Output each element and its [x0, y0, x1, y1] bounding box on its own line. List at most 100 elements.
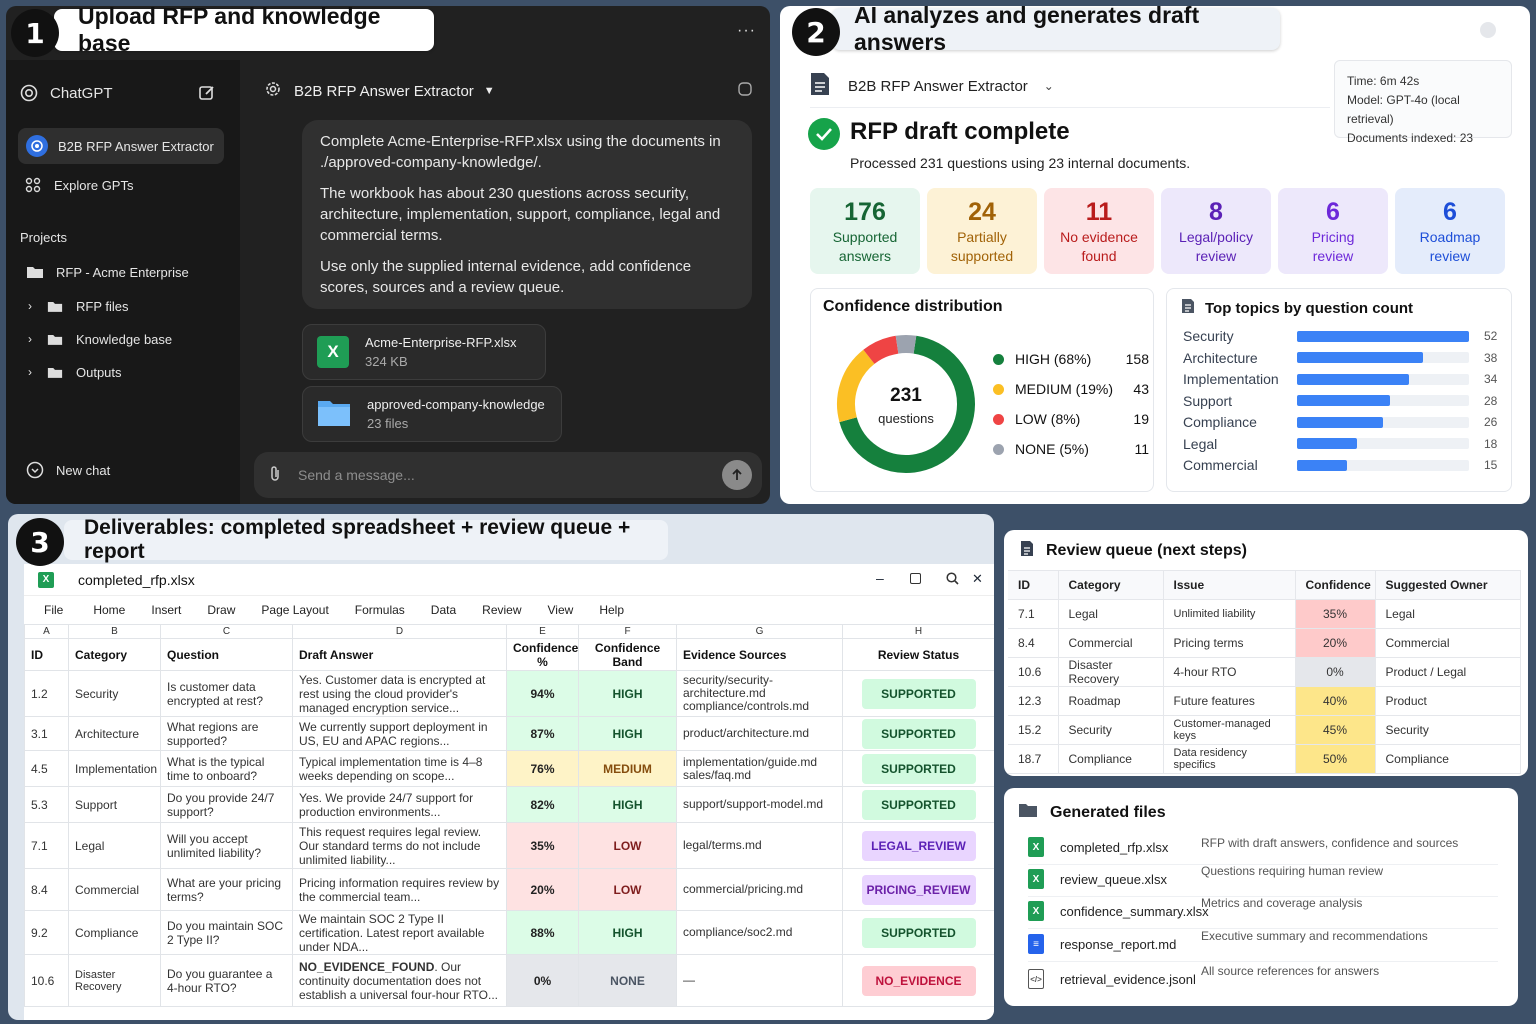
cell-band[interactable]: LOW — [578, 822, 677, 869]
menu-help[interactable]: Help — [599, 603, 624, 617]
cell-sources[interactable]: implementation/guide.md sales/faq.md — [676, 750, 843, 787]
cell-question[interactable]: Do you maintain SOC 2 Type II? — [160, 910, 293, 955]
cell-category[interactable]: Implementation — [68, 750, 161, 787]
cell-question[interactable]: Do you provide 24/7 support? — [160, 786, 293, 823]
cell-question[interactable]: Do you guarantee a 4-hour RTO? — [160, 954, 293, 1007]
table-row[interactable]: 15.2 Security Customer-managed keys 45% … — [1008, 715, 1521, 745]
cell-question[interactable]: What are your pricing terms? — [160, 868, 293, 911]
new-chat-edit-icon[interactable] — [198, 84, 216, 105]
cell-answer[interactable]: We maintain SOC 2 Type II certification.… — [292, 910, 507, 955]
cell-answer[interactable]: Pricing information requires review by t… — [292, 868, 507, 911]
cell-band[interactable]: HIGH — [578, 716, 677, 751]
table-row[interactable]: 18.7 Compliance Data residency specifics… — [1008, 744, 1521, 774]
cell-confidence[interactable]: 94% — [506, 670, 579, 717]
column-letter[interactable]: B — [68, 624, 161, 639]
menu-home[interactable]: Home — [93, 603, 126, 617]
share-icon[interactable] — [738, 82, 752, 101]
cell-confidence[interactable]: 82% — [506, 786, 579, 823]
column-letter[interactable]: A — [24, 624, 69, 639]
cell-band[interactable]: MEDIUM — [578, 750, 677, 787]
gpt-header[interactable]: B2B RFP Answer Extractor ▼ — [264, 80, 495, 102]
cell-sources[interactable]: — — [676, 954, 843, 1007]
cell-id[interactable]: 4.5 — [24, 750, 69, 787]
cell-sources[interactable]: legal/terms.md — [676, 822, 843, 869]
cell-confidence[interactable]: 88% — [506, 910, 579, 955]
cell-band[interactable]: LOW — [578, 868, 677, 911]
column-letter[interactable]: H — [842, 624, 994, 639]
cell-id[interactable]: 7.1 — [24, 822, 69, 869]
column-header[interactable]: Evidence Sources — [676, 638, 843, 671]
cell-sources[interactable]: support/support-model.md — [676, 786, 843, 823]
column-header[interactable]: Category — [68, 638, 161, 671]
column-header[interactable]: Suggested Owner — [1375, 570, 1521, 600]
menu-formulas[interactable]: Formulas — [354, 603, 405, 617]
sidebar-item-rfp-files[interactable]: › RFP files — [28, 297, 129, 315]
column-letter[interactable]: C — [160, 624, 293, 639]
attachment-xlsx[interactable]: X Acme-Enterprise-RFP.xlsx 324 KB — [302, 324, 546, 380]
cell-answer[interactable]: We currently support deployment in US, E… — [292, 716, 507, 751]
cell-category[interactable]: Commercial — [68, 868, 161, 911]
cell-band[interactable]: NONE — [578, 954, 677, 1007]
cell-status[interactable]: SUPPORTED — [842, 750, 994, 787]
cell-status[interactable]: SUPPORTED — [842, 910, 994, 955]
column-letter[interactable]: D — [292, 624, 507, 639]
cell-id[interactable]: 9.2 — [24, 910, 69, 955]
cell-answer[interactable]: Typical implementation time is 4–8 weeks… — [292, 750, 507, 787]
menu-review[interactable]: Review — [482, 603, 522, 617]
cell-confidence[interactable]: 76% — [506, 750, 579, 787]
sidebar-item-active[interactable]: B2B RFP Answer Extractor — [18, 128, 224, 164]
cell-band[interactable]: HIGH — [578, 670, 677, 717]
column-header[interactable]: Issue — [1163, 570, 1296, 600]
cell-sources[interactable]: product/architecture.md — [676, 716, 843, 751]
cell-id[interactable]: 8.4 — [24, 868, 69, 911]
cell-answer[interactable]: Yes. Customer data is encrypted at rest … — [292, 670, 507, 717]
message-input[interactable]: Send a message... — [298, 467, 415, 483]
cell-id[interactable]: 3.1 — [24, 716, 69, 751]
cell-confidence[interactable]: 20% — [506, 868, 579, 911]
table-row[interactable]: 7.1 Legal Unlimited liability 35% Legal — [1008, 599, 1521, 629]
column-header[interactable]: ID — [1008, 570, 1059, 600]
menu-view[interactable]: View — [547, 603, 574, 617]
cell-question[interactable]: What is the typical time to onboard? — [160, 750, 293, 787]
cell-band[interactable]: HIGH — [578, 786, 677, 823]
column-letter[interactable]: G — [676, 624, 843, 639]
search-icon[interactable] — [946, 572, 959, 590]
menu-insert[interactable]: Insert — [151, 603, 182, 617]
menu-page-layout[interactable]: Page Layout — [261, 603, 329, 617]
cell-question[interactable]: Will you accept unlimited liability? — [160, 822, 293, 869]
minimize-icon[interactable]: – — [876, 570, 884, 586]
cell-answer[interactable]: This request requires legal review. Our … — [292, 822, 507, 869]
send-button[interactable] — [722, 460, 752, 490]
cell-id[interactable]: 10.6 — [24, 954, 69, 1007]
cell-category[interactable]: Legal — [68, 822, 161, 869]
column-header[interactable]: Review Status — [842, 638, 994, 671]
cell-category[interactable]: Support — [68, 786, 161, 823]
sidebar-item-explore[interactable]: Explore GPTs — [24, 176, 133, 194]
cell-sources[interactable]: security/security-architecture.md compli… — [676, 670, 843, 717]
column-header[interactable]: Question — [160, 638, 293, 671]
cell-status[interactable]: SUPPORTED — [842, 716, 994, 751]
cell-category[interactable]: Disaster Recovery — [68, 954, 161, 1007]
cell-category[interactable]: Security — [68, 670, 161, 717]
file-row[interactable]: ≡ response_report.md Executive summary and… — [1028, 929, 1428, 955]
column-header[interactable]: Draft Answer — [292, 638, 507, 671]
cell-confidence[interactable]: 87% — [506, 716, 579, 751]
cell-band[interactable]: HIGH — [578, 910, 677, 955]
menu-file[interactable]: File — [44, 603, 64, 617]
sidebar-item-project[interactable]: RFP - Acme Enterprise — [26, 263, 189, 281]
sidebar-item-knowledge-base[interactable]: › Knowledge base — [28, 330, 172, 348]
cell-sources[interactable]: commercial/pricing.md — [676, 868, 843, 911]
cell-answer[interactable]: Yes. We provide 24/7 support for product… — [292, 786, 507, 823]
column-letter[interactable]: F — [578, 624, 677, 639]
menu-draw[interactable]: Draw — [207, 603, 236, 617]
column-header[interactable]: Confidence Band — [578, 638, 677, 671]
file-row[interactable]: </> retrieval_evidence.jsonl All source re… — [1028, 964, 1379, 990]
cell-status[interactable]: NO_EVIDENCE — [842, 954, 994, 1007]
cell-status[interactable]: SUPPORTED — [842, 786, 994, 823]
cell-confidence[interactable]: 0% — [506, 954, 579, 1007]
cell-category[interactable]: Compliance — [68, 910, 161, 955]
close-icon[interactable]: ✕ — [972, 571, 983, 586]
table-row[interactable]: 10.6 Disaster Recovery 4-hour RTO 0% Pro… — [1008, 657, 1521, 687]
